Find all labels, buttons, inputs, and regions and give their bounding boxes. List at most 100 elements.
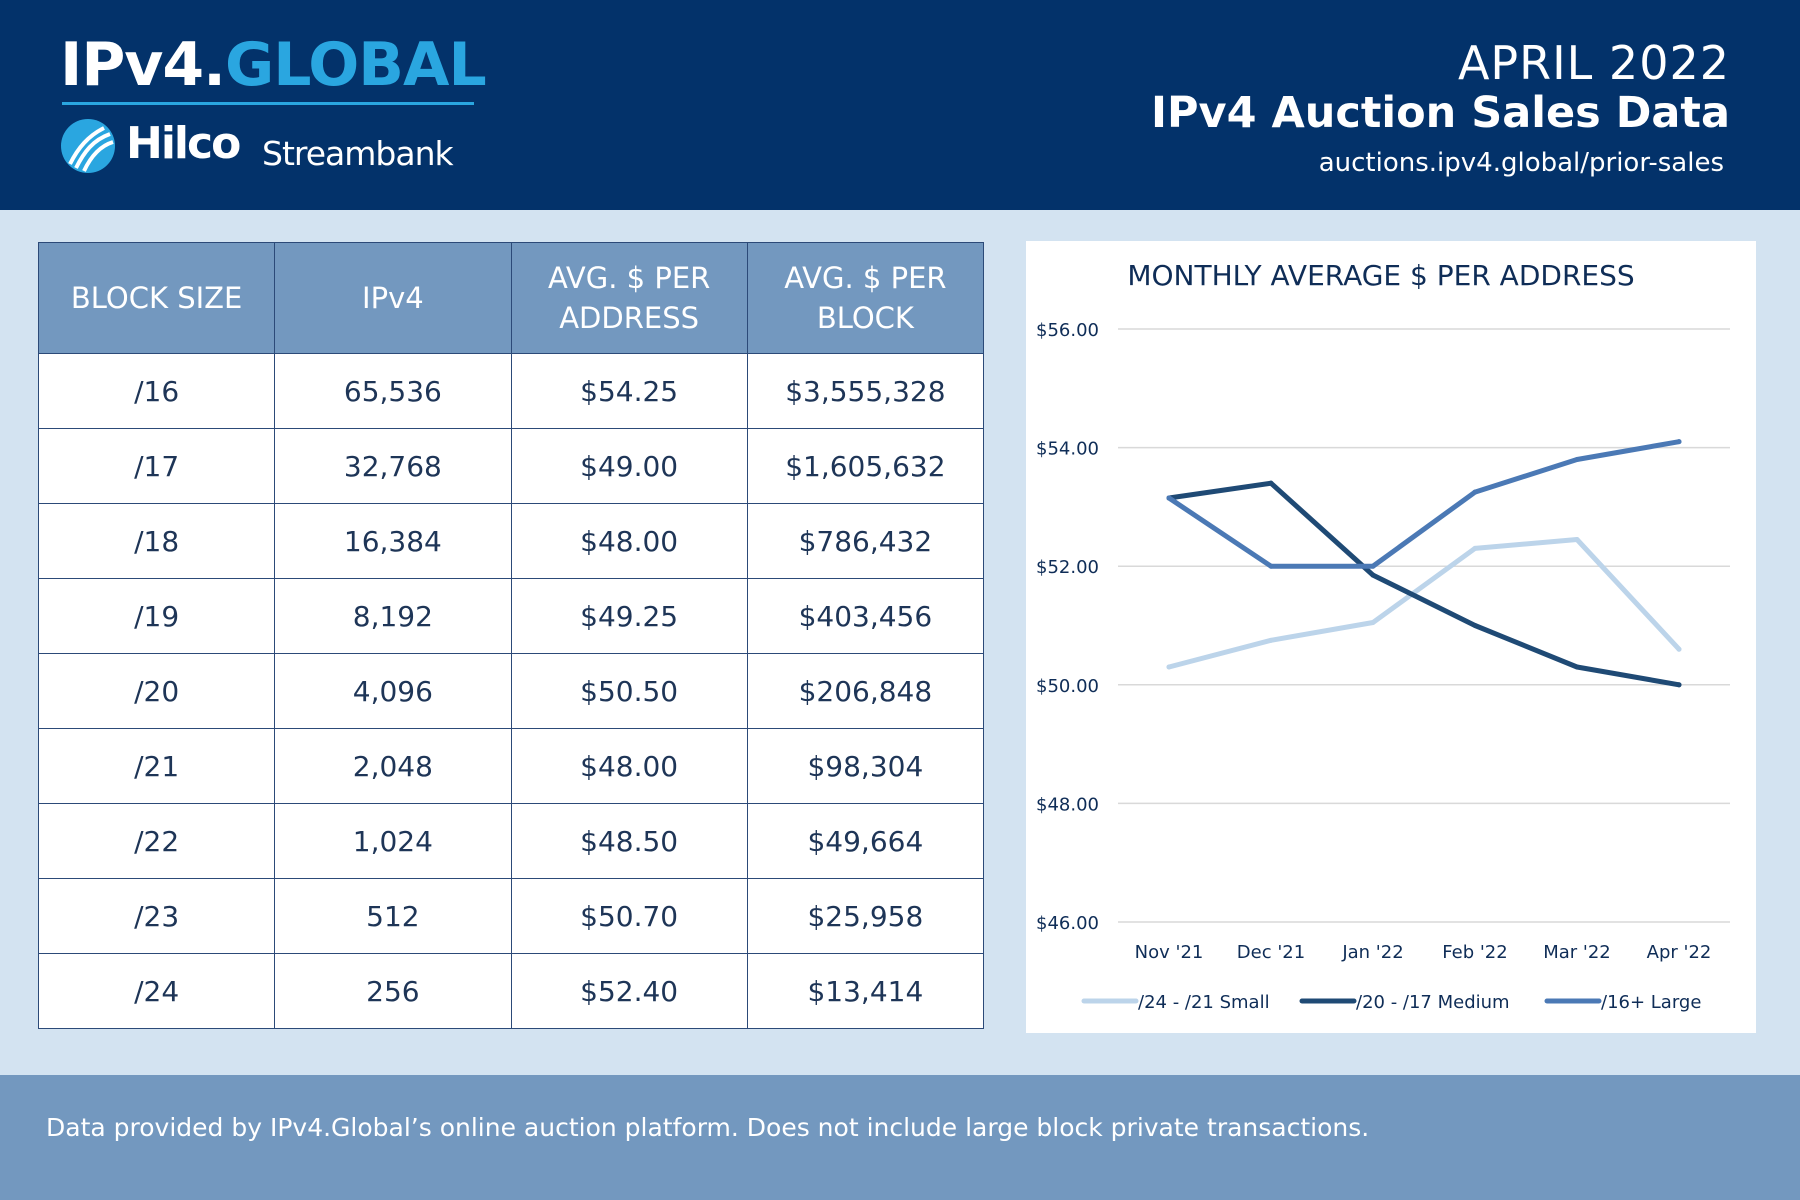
cell-ipv4: 1,024 (274, 803, 512, 879)
cell-avg-per-block: $25,958 (746, 878, 985, 954)
data-point (1166, 495, 1172, 501)
series-line-0 (1166, 537, 1682, 670)
y-tick-label: $54.00 (1036, 439, 1099, 460)
hilco-wordmark: Hilco (126, 118, 241, 169)
data-point (1268, 563, 1274, 569)
report-url: auctions.ipv4.global/prior-sales (1318, 148, 1724, 178)
streambank-wordmark: Streambank (262, 134, 454, 173)
y-tick-label: $48.00 (1036, 794, 1099, 815)
table-row: /22 1,024 $48.50 $49,664 (37, 803, 985, 879)
cell-ipv4: 256 (274, 953, 512, 1029)
table-row: /17 32,768 $49.00 $1,605,632 (37, 428, 985, 504)
cell-avg-per-address: $50.70 (510, 878, 748, 954)
col-header-avg-per-block: AVG. $ PER BLOCK (746, 242, 985, 354)
chart-title: MONTHLY AVERAGE $ PER ADDRESS (1127, 259, 1634, 292)
col-header-block-size: BLOCK SIZE (37, 242, 276, 354)
table-header-row: BLOCK SIZE IPv4 AVG. $ PER ADDRESS AVG. … (37, 242, 985, 354)
cell-avg-per-block: $49,664 (746, 803, 985, 879)
cell-avg-per-block: $98,304 (746, 728, 985, 804)
footer-bar: Data provided by IPv4.Global’s online au… (0, 1075, 1800, 1200)
data-point (1676, 682, 1682, 688)
table-row: /23 512 $50.70 $25,958 (37, 878, 985, 954)
x-tick-label: Jan '22 (1341, 942, 1403, 963)
y-tick-label: $46.00 (1036, 913, 1099, 934)
table-row: /16 65,536 $54.25 $3,555,328 (37, 353, 985, 429)
cell-avg-per-address: $48.00 (510, 503, 748, 579)
report-date: APRIL 2022 (1457, 36, 1730, 90)
cell-avg-per-block: $403,456 (746, 578, 985, 654)
col-header-avg-per-address: AVG. $ PER ADDRESS (510, 242, 748, 354)
table-row: /19 8,192 $49.25 $403,456 (37, 578, 985, 654)
x-tick-label: Dec '21 (1237, 942, 1305, 963)
x-tick-label: Feb '22 (1442, 942, 1507, 963)
cell-avg-per-block: $13,414 (746, 953, 985, 1029)
cell-avg-per-address: $49.25 (510, 578, 748, 654)
cell-ipv4: 4,096 (274, 653, 512, 729)
data-point (1676, 439, 1682, 445)
cell-block-size: /20 (37, 653, 276, 729)
x-tick-label: Apr '22 (1647, 942, 1712, 963)
data-point (1574, 537, 1580, 543)
table-row: /18 16,384 $48.00 $786,432 (37, 503, 985, 579)
data-point (1166, 664, 1172, 670)
logo-divider (62, 102, 474, 105)
cell-avg-per-block: $3,555,328 (746, 353, 985, 429)
legend-label: /20 - /17 Medium (1356, 992, 1510, 1013)
cell-avg-per-address: $48.00 (510, 728, 748, 804)
cell-block-size: /18 (37, 503, 276, 579)
x-tick-label: Nov '21 (1135, 942, 1204, 963)
cell-avg-per-address: $48.50 (510, 803, 748, 879)
data-point (1472, 489, 1478, 495)
data-point (1472, 545, 1478, 551)
y-tick-label: $56.00 (1036, 320, 1099, 341)
cell-block-size: /22 (37, 803, 276, 879)
table-row: /21 2,048 $48.00 $98,304 (37, 728, 985, 804)
cell-avg-per-block: $1,605,632 (746, 428, 985, 504)
series-line-2 (1166, 439, 1682, 569)
cell-ipv4: 16,384 (274, 503, 512, 579)
legend-label: /16+ Large (1601, 992, 1701, 1013)
y-tick-label: $50.00 (1036, 676, 1099, 697)
cell-block-size: /24 (37, 953, 276, 1029)
series-line-1 (1166, 480, 1682, 688)
data-point (1268, 480, 1274, 486)
cell-block-size: /21 (37, 728, 276, 804)
cell-block-size: /19 (37, 578, 276, 654)
chart-panel: MONTHLY AVERAGE $ PER ADDRESS $46.00 $48.… (1026, 241, 1756, 1033)
cell-ipv4: 512 (274, 878, 512, 954)
data-point (1676, 646, 1682, 652)
table-row: /20 4,096 $50.50 $206,848 (37, 653, 985, 729)
data-point (1370, 572, 1376, 578)
y-tick-label: $52.00 (1036, 557, 1099, 578)
auction-sales-table: BLOCK SIZE IPv4 AVG. $ PER ADDRESS AVG. … (37, 242, 985, 1029)
data-point (1268, 637, 1274, 643)
hilco-swoosh-icon (61, 119, 115, 173)
table-row: /24 256 $52.40 $13,414 (37, 953, 985, 1029)
data-point (1370, 563, 1376, 569)
cell-block-size: /16 (37, 353, 276, 429)
data-point (1472, 623, 1478, 628)
footer-disclaimer: Data provided by IPv4.Global’s online au… (46, 1113, 1370, 1142)
col-header-ipv4: IPv4 (274, 242, 512, 354)
cell-avg-per-block: $206,848 (746, 653, 985, 729)
cell-avg-per-block: $786,432 (746, 503, 985, 579)
cell-block-size: /17 (37, 428, 276, 504)
ipv4-global-logo: IPv4.GLOBAL (60, 30, 487, 100)
data-point (1370, 620, 1376, 626)
cell-block-size: /23 (37, 878, 276, 954)
legend-label: /24 - /21 Small (1138, 992, 1270, 1013)
cell-ipv4: 65,536 (274, 353, 512, 429)
cell-ipv4: 32,768 (274, 428, 512, 504)
header-banner: IPv4.GLOBAL Hilco Streambank APRIL 2022 … (0, 0, 1800, 210)
cell-avg-per-address: $49.00 (510, 428, 748, 504)
cell-ipv4: 8,192 (274, 578, 512, 654)
cell-avg-per-address: $50.50 (510, 653, 748, 729)
cell-avg-per-address: $54.25 (510, 353, 748, 429)
data-point (1574, 456, 1580, 462)
data-point (1574, 664, 1580, 670)
x-tick-label: Mar '22 (1543, 942, 1611, 963)
report-title: IPv4 Auction Sales Data (1151, 88, 1730, 138)
line-chart: MONTHLY AVERAGE $ PER ADDRESS $46.00 $48.… (1036, 259, 1730, 1013)
cell-avg-per-address: $52.40 (510, 953, 748, 1029)
cell-ipv4: 2,048 (274, 728, 512, 804)
